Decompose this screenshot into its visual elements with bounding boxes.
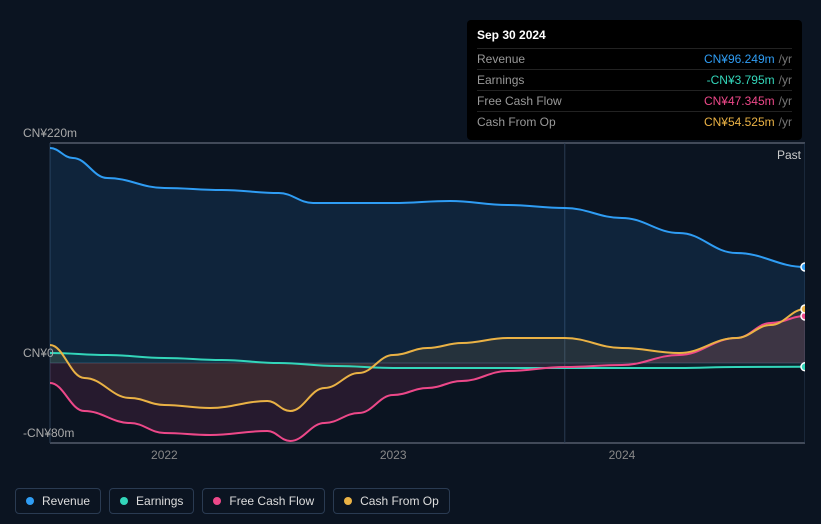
legend-dot-icon (213, 497, 221, 505)
financial-chart[interactable] (15, 120, 805, 450)
chart-legend: Revenue Earnings Free Cash Flow Cash From O… (15, 488, 450, 514)
legend-dot-icon (120, 497, 128, 505)
legend-item[interactable]: Revenue (15, 488, 101, 514)
x-axis-label: 2023 (380, 448, 407, 462)
tooltip-row: Earnings -CN¥3.795m/yr (477, 69, 792, 90)
tooltip-metric-label: Revenue (477, 52, 525, 66)
tooltip-metric-value: CN¥96.249m/yr (704, 52, 792, 66)
legend-item[interactable]: Cash From Op (333, 488, 450, 514)
legend-item[interactable]: Free Cash Flow (202, 488, 325, 514)
legend-item[interactable]: Earnings (109, 488, 194, 514)
past-region-label: Past (777, 148, 801, 162)
legend-dot-icon (344, 497, 352, 505)
tooltip-row: Revenue CN¥96.249m/yr (477, 48, 792, 69)
series-end-marker (801, 363, 805, 371)
x-axis-label: 2024 (609, 448, 636, 462)
legend-label: Cash From Op (360, 494, 439, 508)
tooltip-metric-value: -CN¥3.795m/yr (707, 73, 792, 87)
series-end-marker (801, 305, 805, 313)
tooltip-metric-value: CN¥47.345m/yr (704, 94, 792, 108)
y-axis-label: CN¥0 (23, 346, 54, 360)
x-axis-label: 2022 (151, 448, 178, 462)
legend-label: Revenue (42, 494, 90, 508)
y-axis-label: CN¥220m (23, 126, 77, 140)
legend-dot-icon (26, 497, 34, 505)
legend-label: Earnings (136, 494, 183, 508)
tooltip-row: Free Cash Flow CN¥47.345m/yr (477, 90, 792, 111)
chart-container: CN¥220m CN¥0 -CN¥80m (15, 120, 805, 480)
series-area (50, 148, 805, 363)
x-axis-labels: 2022 2023 2024 (15, 448, 821, 468)
tooltip-metric-label: Free Cash Flow (477, 94, 562, 108)
series-end-marker (801, 263, 805, 271)
tooltip-metric-label: Earnings (477, 73, 524, 87)
tooltip-date: Sep 30 2024 (477, 28, 792, 46)
y-axis-label: -CN¥80m (23, 426, 74, 440)
legend-label: Free Cash Flow (229, 494, 314, 508)
